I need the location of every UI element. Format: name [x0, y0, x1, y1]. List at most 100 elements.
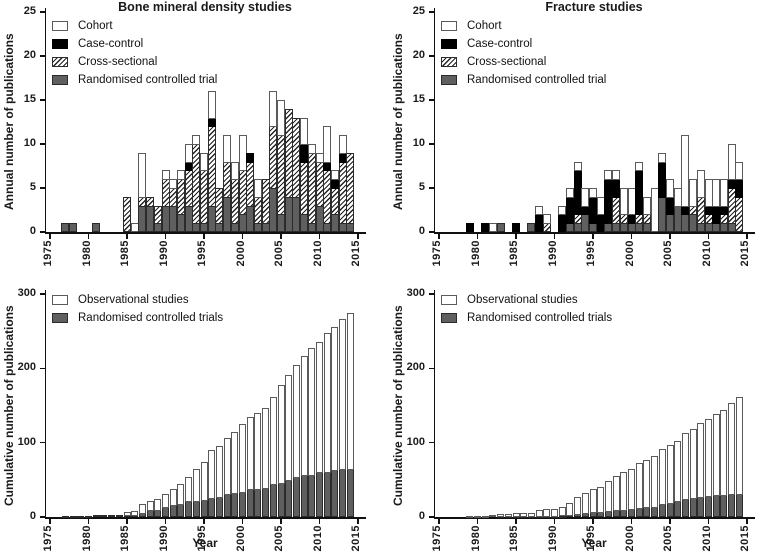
bar-segment-cohort [650, 188, 659, 232]
x-axis-line [433, 517, 755, 519]
bar-segment-rct [635, 508, 643, 517]
bar-segment-rct [146, 510, 154, 517]
legend-item: Cohort [52, 20, 272, 32]
y-tick-label: 20 [412, 49, 425, 61]
bar-segment-rct [620, 509, 628, 517]
bar-segment-cc [481, 223, 490, 232]
x-tick [87, 233, 90, 239]
bar-segment-cohort [735, 161, 744, 181]
bar-segment-obs [527, 512, 535, 517]
x-tick-label: 2005 [662, 240, 674, 267]
y-tick [428, 293, 435, 295]
bar-segment-cs [284, 108, 293, 198]
x-tick [515, 233, 517, 239]
x-tick-label: 1980 [469, 240, 482, 267]
y-tick [428, 99, 435, 101]
bar-segment-rct [666, 502, 674, 517]
y-tick-label: 15 [412, 93, 425, 105]
x-tick [476, 233, 479, 239]
bar-segment-obs [520, 513, 528, 518]
bar-segment-rct [192, 500, 200, 517]
bar-segment-obs [497, 514, 505, 518]
y-tick-label: 100 [406, 435, 425, 448]
legend-item: Randomised controlled trial [441, 74, 661, 86]
bar-segment-obs [169, 489, 177, 507]
bar-segment-rct [254, 488, 262, 517]
x-tick [553, 518, 556, 524]
x-tick [669, 518, 671, 524]
legend-swatch-cs [441, 57, 457, 67]
y-tick-label: 10 [23, 137, 36, 149]
bar-segment-obs [239, 424, 246, 493]
x-tick [746, 233, 748, 239]
bar-segment-cohort [223, 135, 232, 163]
legend-label: Cross-sectional [78, 56, 158, 68]
legend-swatch-cc [52, 39, 68, 49]
x-tick [357, 518, 359, 524]
y-tick [39, 441, 46, 444]
y-tick-label: 0 [418, 510, 425, 522]
x-tick [87, 518, 90, 524]
bar-segment-rct [496, 223, 505, 232]
y-tick-label: 25 [412, 5, 425, 17]
bar-segment-cohort [681, 135, 690, 207]
bar-segment-cs [123, 196, 131, 232]
y-tick [428, 441, 435, 444]
legend-label: Randomised controlled trials [467, 312, 613, 324]
bar-segment-cc [465, 223, 474, 232]
bar-segment-rct [285, 479, 293, 517]
bar-segment-obs [651, 456, 659, 509]
bar-segment-obs [551, 508, 558, 517]
legend-item: Cross-sectional [441, 56, 661, 68]
bar-segment-rct [69, 223, 78, 232]
y-tick [428, 55, 435, 57]
bar-segment-cohort [130, 223, 139, 232]
bar-segment-obs [574, 496, 582, 516]
bar-segment-obs [481, 515, 489, 518]
x-tick [164, 518, 167, 524]
legend-swatch-cs [52, 57, 68, 67]
bar-segment-obs [728, 402, 736, 495]
bar-segment-obs [697, 423, 705, 498]
legend-label: Randomised controlled trial [467, 74, 607, 86]
bar-segment-rct [612, 510, 620, 517]
chart-fracture-annual: Fracture studies Annual number of public… [389, 0, 778, 280]
plot-area: 0 5 10 15 20 25 1975 1980 1985 1990 1995 2000 2005 20… [0, 0, 389, 280]
bar-segment-cohort [642, 196, 651, 216]
bar-segment-obs [154, 499, 162, 511]
x-tick [357, 233, 359, 239]
y-tick-label: 300 [406, 287, 425, 299]
y-tick [39, 187, 46, 189]
bar-segment-cohort [307, 144, 316, 154]
legend-item: Case-control [52, 38, 272, 50]
legend-label: Observational studies [467, 294, 578, 306]
y-tick-label: 200 [406, 361, 425, 374]
bar-segment-cohort [696, 170, 705, 198]
bar-segment-obs [339, 319, 347, 471]
bar-segment-rct [92, 514, 100, 517]
bar-segment-rct [154, 509, 162, 517]
x-tick-label: 2010 [700, 240, 713, 267]
bar-segment-cohort [596, 196, 605, 216]
bar-segment-obs [138, 504, 146, 514]
bar-segment-cohort [619, 188, 628, 216]
x-tick [438, 233, 440, 239]
x-tick-label: 2000 [623, 240, 636, 267]
legend-swatch-rct [441, 313, 457, 323]
bar-segment-cohort [300, 117, 309, 145]
bar-segment-rct [316, 472, 323, 517]
legend-item: Randomised controlled trials [441, 312, 661, 324]
bar-segment-obs [208, 450, 216, 499]
x-tick [280, 233, 282, 239]
bar-segment-cohort [323, 126, 332, 163]
bar-segment-cohort [658, 152, 667, 163]
x-tick [164, 233, 167, 239]
legend-swatch-obs [441, 295, 457, 305]
bar-segment-cc [512, 223, 520, 232]
legend-label: Observational studies [78, 294, 189, 306]
y-tick-label: 0 [29, 225, 36, 237]
bar-segment-rct [346, 468, 354, 517]
bar-segment-cohort [612, 170, 621, 181]
bar-segment-rct [681, 499, 689, 517]
bar-segment-cs [146, 196, 155, 207]
